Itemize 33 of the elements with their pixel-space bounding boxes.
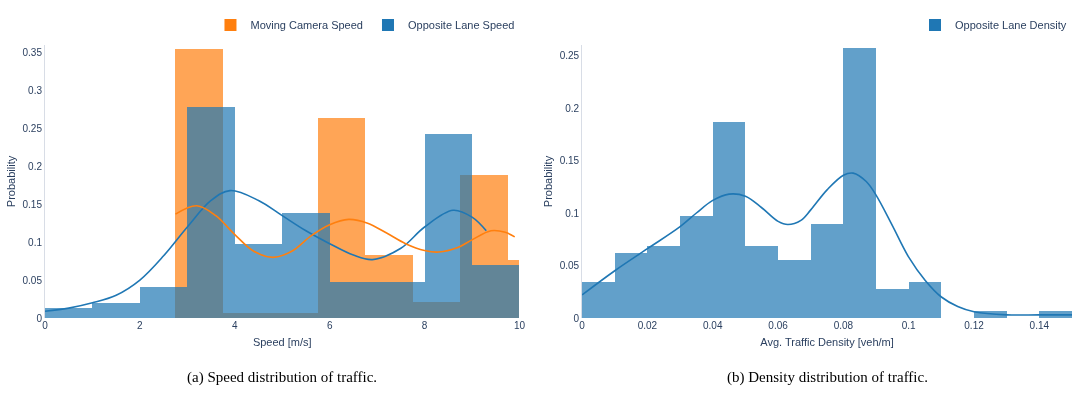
x-axis-title: Speed [m/s] <box>252 336 312 349</box>
legend-label: Moving Camera Speed <box>250 19 363 32</box>
x-tick-label: 0.12 <box>964 320 985 331</box>
x-tick-label: 10 <box>513 320 526 331</box>
y-tick-label: 0.1 <box>565 207 580 219</box>
x-axis-title: Avg. Traffic Density [veh/m] <box>760 336 894 349</box>
x-tick-label: 0.08 <box>833 320 854 331</box>
x-tick-label: 2 <box>137 320 144 331</box>
y-axis-title: Probability <box>542 155 555 208</box>
y-tick-label: 0.2 <box>28 160 43 172</box>
y-tick-label: 0.05 <box>559 260 580 271</box>
x-tick-label: 0.06 <box>768 320 789 331</box>
legend-label: Opposite Lane Density <box>955 19 1067 32</box>
text: (a) Speed distribution of traffic. <box>187 369 378 386</box>
y-tick-label: 0.05 <box>22 274 43 286</box>
y-tick-label: 0.1 <box>28 236 43 248</box>
y-tick-label: 0.2 <box>565 102 580 114</box>
x-tick-label: 4 <box>232 320 239 331</box>
text: (b) Density distribution of traffic. <box>727 369 928 386</box>
y-tick-label: 0.15 <box>22 198 43 210</box>
y-tick-label: 0.25 <box>559 50 580 61</box>
x-tick-label: 0.04 <box>703 320 723 331</box>
x-tick-label: 6 <box>326 320 333 331</box>
x-tick-label: 0.14 <box>1029 320 1050 331</box>
x-tick-label: 0.02 <box>637 320 658 331</box>
y-tick-label: 0.35 <box>22 47 43 59</box>
y-tick-label: 0.25 <box>22 122 43 134</box>
y-tick-label: 0.15 <box>559 155 580 166</box>
y-axis-title: Probability <box>5 155 18 208</box>
x-tick-label: 8 <box>421 320 428 331</box>
x-tick-label: 0.1 <box>901 320 917 331</box>
legend-label: Opposite Lane Speed <box>407 19 515 32</box>
y-tick-label: 0.3 <box>28 85 43 96</box>
